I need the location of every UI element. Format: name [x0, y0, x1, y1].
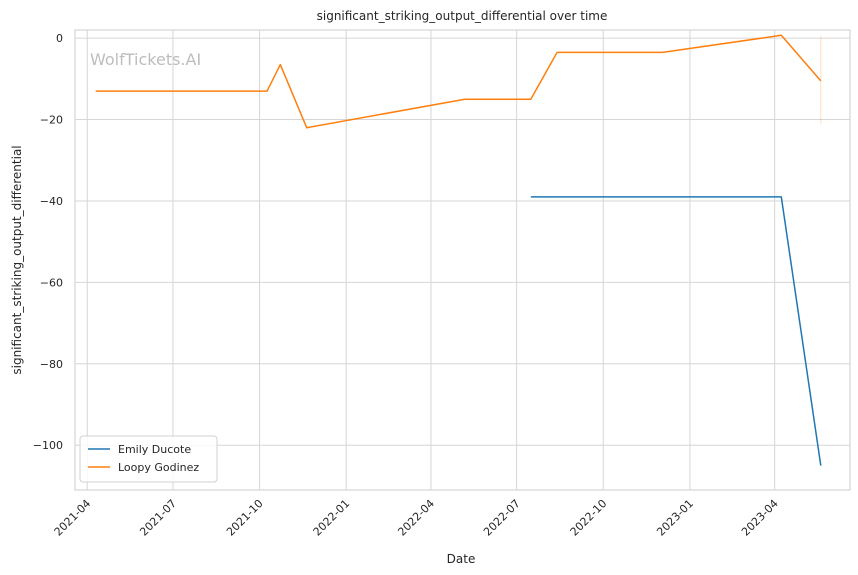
y-axis-ticks: 0 −20 −40 −60 −80 −100 [33, 32, 63, 452]
y-tick-label: −60 [40, 276, 63, 289]
legend: Emily Ducote Loopy Godinez [79, 435, 218, 483]
x-axis-title: Date [447, 552, 476, 566]
y-tick-label: −40 [40, 195, 63, 208]
x-axis-ticks: 2021-04 2021-07 2021-10 2022-01 2022-04 2022-… [52, 497, 781, 539]
watermark: WolfTickets.AI [90, 50, 201, 69]
legend-label: Emily Ducote [118, 443, 191, 456]
x-tick-label: 2021-04 [52, 497, 94, 539]
y-tick-label: −80 [40, 358, 63, 371]
y-axis-title: significant_striking_output_differential [10, 145, 24, 374]
y-tick-label: −100 [33, 439, 63, 452]
x-tick-label: 2021-10 [224, 497, 266, 539]
chart-title: significant_striking_output_differential… [317, 9, 608, 23]
series-layer [95, 34, 822, 466]
x-tick-label: 2022-10 [568, 497, 610, 539]
plot-background [74, 29, 851, 491]
plot-area: WolfTickets.AI [74, 29, 851, 491]
y-tick-label: −20 [40, 114, 63, 127]
series-line-emily-ducote [530, 196, 822, 466]
x-tick-label: 2023-04 [739, 497, 781, 539]
x-tick-label: 2023-01 [654, 497, 696, 539]
legend-label: Loopy Godinez [118, 461, 199, 474]
x-tick-label: 2021-07 [137, 497, 179, 539]
series-line-loopy-godinez [95, 34, 822, 129]
y-tick-label: 0 [56, 32, 63, 45]
x-tick-label: 2022-07 [481, 497, 523, 539]
grid [75, 30, 850, 490]
legend-box [79, 435, 218, 483]
x-tick-label: 2022-01 [311, 497, 353, 539]
x-tick-label: 2022-04 [395, 497, 437, 539]
